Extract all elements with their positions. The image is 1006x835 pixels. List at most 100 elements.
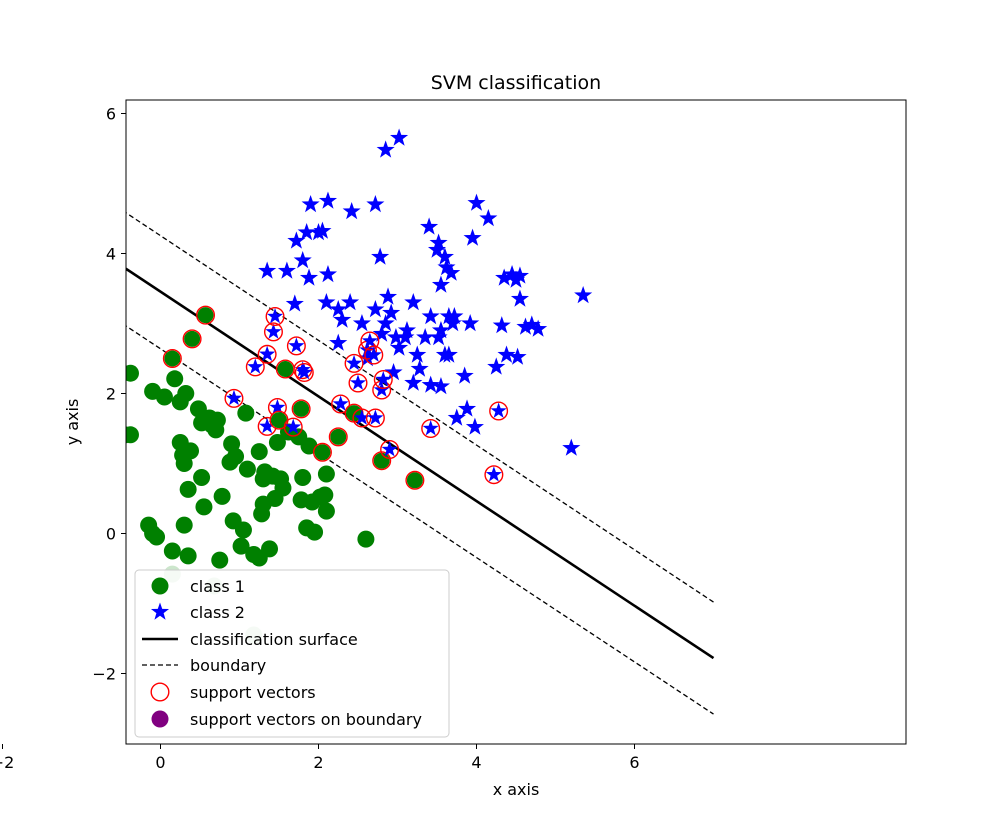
legend-boundary-support-marker <box>151 710 169 728</box>
legend-item: support vectors <box>150 682 316 702</box>
class-1-point <box>261 540 279 558</box>
support-vector-class-2-marker <box>259 417 276 434</box>
class-2-point <box>516 317 535 335</box>
support-vector-ring <box>294 363 314 383</box>
class-1-point <box>213 487 231 505</box>
support-vector-class-2-marker <box>365 346 382 362</box>
support-vector-class-1-marker <box>271 412 287 429</box>
class-2-point <box>427 240 447 258</box>
class-1-point <box>317 465 335 483</box>
y-axis-label: y axis <box>63 399 82 446</box>
class-2-point <box>313 221 332 239</box>
class-2-point <box>487 357 506 375</box>
support-vector-ring <box>484 465 504 485</box>
support-vector-class-2-marker <box>353 409 371 425</box>
class-2-point <box>299 268 319 286</box>
class-1-point <box>274 479 292 497</box>
class-2-point <box>443 314 462 332</box>
class-2-point <box>442 263 461 281</box>
x-axis-ticks: −2 0 2 4 6 <box>0 744 640 772</box>
legend-item: boundary <box>142 656 266 675</box>
y-tick-label: 0 <box>106 525 116 544</box>
class-1-point <box>155 388 173 406</box>
support-vector-class-2-marker <box>265 323 282 339</box>
support-vector-class-1-marker <box>330 428 347 445</box>
x-tick-label: 6 <box>629 753 639 772</box>
support-vector-ring <box>421 419 441 439</box>
y-tick-label: −2 <box>92 665 116 684</box>
class-2-point <box>421 375 440 393</box>
y-tick-label: 2 <box>106 385 116 404</box>
legend-label: support vectors on boundary <box>190 710 422 729</box>
class-2-point <box>366 300 385 318</box>
class-2-point <box>437 258 456 276</box>
class-1-point <box>250 443 268 461</box>
class-2-point <box>371 247 390 265</box>
class-2-point <box>285 294 304 312</box>
support-vector-class-2-marker <box>375 371 392 387</box>
class-2-point <box>465 417 484 435</box>
class-2-point <box>293 251 312 269</box>
class-2-point <box>467 193 486 211</box>
support-vector-ring <box>352 408 372 428</box>
class-2-point <box>508 347 527 365</box>
class-2-point <box>431 321 450 339</box>
class-2-point <box>297 223 316 241</box>
support-vector-ring <box>263 322 283 342</box>
class-1-point <box>126 426 139 444</box>
class-2-point <box>420 217 439 235</box>
class-1-point <box>357 530 375 548</box>
support-vector-class-2-marker <box>225 389 243 406</box>
legend-item: support vectors on boundary <box>151 710 422 729</box>
support-vector-class-2-marker <box>269 399 286 415</box>
class-2-point <box>358 349 377 367</box>
class-2-point <box>497 345 516 363</box>
support-vector-ring <box>182 329 202 349</box>
class-2-point <box>277 261 296 279</box>
legend-label: classification surface <box>190 630 358 649</box>
class-2-point <box>421 307 440 325</box>
class-2-point <box>378 287 398 305</box>
class-1-points <box>126 364 375 644</box>
class-1-point <box>148 528 166 546</box>
class-2-point <box>376 314 395 332</box>
support-vector-class-1-marker <box>197 307 214 324</box>
class-2-point <box>445 307 464 325</box>
y-tick-label: 6 <box>106 105 116 124</box>
class-1-point <box>317 502 335 520</box>
class-1-point <box>195 498 213 516</box>
support-vector-ring <box>162 349 182 369</box>
class-2-point <box>529 319 548 337</box>
support-vector-ring <box>380 440 400 460</box>
class-1-point <box>238 460 256 478</box>
class-1-point <box>208 411 226 429</box>
x-tick-label: 0 <box>155 753 165 772</box>
class-2-point <box>301 195 320 213</box>
support-vector-ring <box>405 470 425 490</box>
support-vector-class-1-marker <box>184 330 201 347</box>
support-vector-ring <box>364 345 384 365</box>
class-2-point <box>384 363 403 381</box>
class-2-point <box>317 293 336 311</box>
class-2-point <box>390 128 409 146</box>
support-vector-ring <box>245 357 265 377</box>
legend-class-1-marker <box>151 577 169 595</box>
class-1-point <box>163 542 181 560</box>
class-2-point <box>510 289 529 307</box>
x-axis-label: x axis <box>493 780 540 799</box>
class-1-point <box>179 547 197 565</box>
class-2-points <box>258 128 593 456</box>
class-1-point <box>268 434 286 451</box>
legend-label: boundary <box>190 656 266 675</box>
support-vector-ring <box>224 388 244 408</box>
support-vector-class-1-marker <box>164 350 181 367</box>
chart-title: SVM classification <box>431 72 601 94</box>
boundary-line <box>126 325 714 715</box>
legend-support-vector-marker <box>150 682 170 702</box>
support-vector-class-2-marker <box>259 345 276 362</box>
class-2-point <box>408 345 427 363</box>
support-vector-ring <box>328 427 348 447</box>
class-2-point <box>439 345 458 363</box>
class-1-point <box>193 469 211 486</box>
class-2-point <box>447 408 466 426</box>
